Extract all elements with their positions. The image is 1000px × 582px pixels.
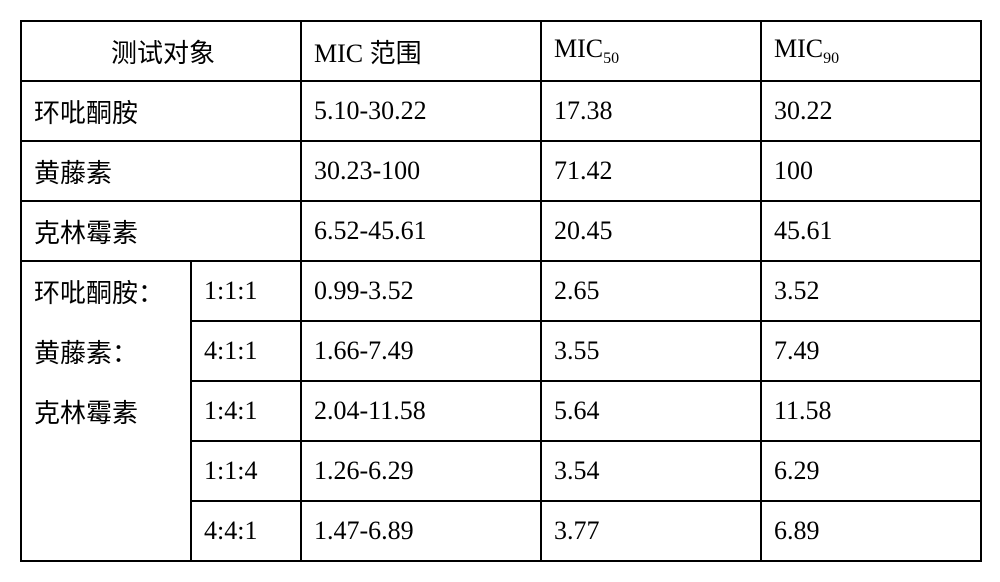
combo-ratio: 4:4:1	[191, 501, 301, 561]
row-name: 黄藤素	[21, 141, 301, 201]
combo-ratio: 1:1:4	[191, 441, 301, 501]
combo-ratio: 1:4:1	[191, 381, 301, 441]
row-mic50: 3.54	[541, 441, 761, 501]
table-row: 环吡酮胺 5.10-30.22 17.38 30.22	[21, 81, 981, 141]
row-mic50: 71.42	[541, 141, 761, 201]
combo-label: 环吡酮胺：	[21, 261, 191, 321]
combo-label	[21, 501, 191, 561]
table-row: 黄藤素： 4:1:1 1.66-7.49 3.55 7.49	[21, 321, 981, 381]
table-row: 环吡酮胺： 1:1:1 0.99-3.52 2.65 3.52	[21, 261, 981, 321]
row-range: 5.10-30.22	[301, 81, 541, 141]
header-mic50: MIC50	[541, 21, 761, 81]
header-mic90: MIC90	[761, 21, 981, 81]
combo-label	[21, 441, 191, 501]
row-name: 环吡酮胺	[21, 81, 301, 141]
table-row: 1:1:4 1.26-6.29 3.54 6.29	[21, 441, 981, 501]
row-range: 1.47-6.89	[301, 501, 541, 561]
combo-ratio: 1:1:1	[191, 261, 301, 321]
mic-data-table: 测试对象 MIC 范围 MIC50 MIC90 环吡酮胺 5.10-30.22 …	[20, 20, 982, 562]
row-mic50: 17.38	[541, 81, 761, 141]
row-mic90: 100	[761, 141, 981, 201]
row-mic90: 6.89	[761, 501, 981, 561]
row-name: 克林霉素	[21, 201, 301, 261]
row-mic90: 45.61	[761, 201, 981, 261]
row-range: 30.23-100	[301, 141, 541, 201]
row-range: 2.04-11.58	[301, 381, 541, 441]
combo-ratio: 4:1:1	[191, 321, 301, 381]
header-mic-range: MIC 范围	[301, 21, 541, 81]
table-row: 黄藤素 30.23-100 71.42 100	[21, 141, 981, 201]
row-mic50: 2.65	[541, 261, 761, 321]
row-range: 0.99-3.52	[301, 261, 541, 321]
row-range: 1.66-7.49	[301, 321, 541, 381]
row-mic90: 3.52	[761, 261, 981, 321]
row-mic50: 3.77	[541, 501, 761, 561]
header-subject: 测试对象	[21, 21, 301, 81]
row-range: 1.26-6.29	[301, 441, 541, 501]
table-row: 4:4:1 1.47-6.89 3.77 6.89	[21, 501, 981, 561]
row-mic90: 7.49	[761, 321, 981, 381]
row-mic50: 20.45	[541, 201, 761, 261]
row-mic90: 11.58	[761, 381, 981, 441]
row-range: 6.52-45.61	[301, 201, 541, 261]
header-row: 测试对象 MIC 范围 MIC50 MIC90	[21, 21, 981, 81]
row-mic50: 5.64	[541, 381, 761, 441]
row-mic50: 3.55	[541, 321, 761, 381]
combo-label: 黄藤素：	[21, 321, 191, 381]
table-row: 克林霉素 6.52-45.61 20.45 45.61	[21, 201, 981, 261]
row-mic90: 30.22	[761, 81, 981, 141]
combo-label: 克林霉素	[21, 381, 191, 441]
table-row: 克林霉素 1:4:1 2.04-11.58 5.64 11.58	[21, 381, 981, 441]
row-mic90: 6.29	[761, 441, 981, 501]
